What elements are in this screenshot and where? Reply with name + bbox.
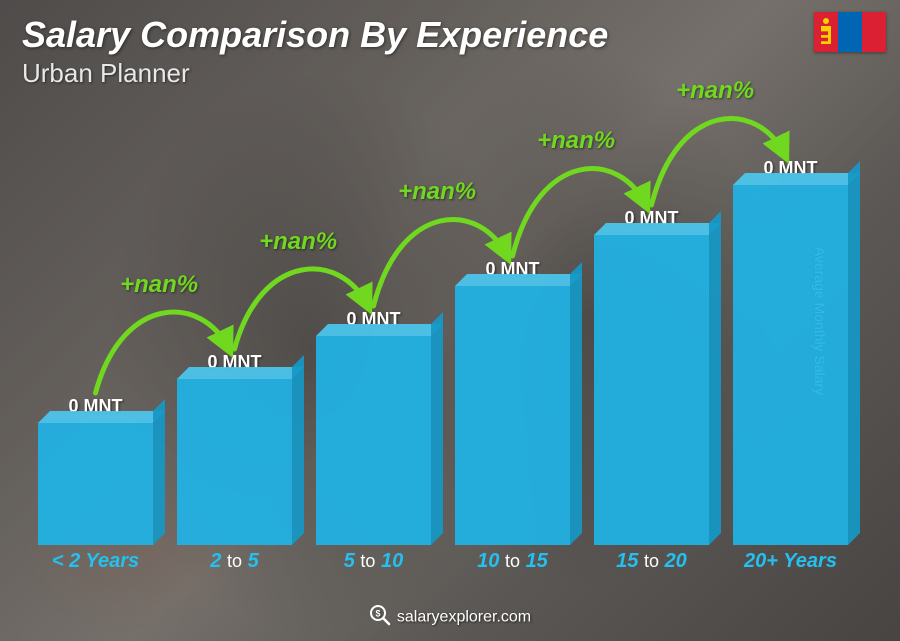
soyombo-icon <box>820 18 832 46</box>
bar-front-face <box>733 185 848 545</box>
bar-front-face <box>594 235 709 545</box>
bar-side-face <box>848 161 860 545</box>
flag-stripe-middle <box>838 12 862 52</box>
bar-front-face <box>177 379 292 545</box>
chart-plot-area: 0 MNT0 MNT0 MNT0 MNT0 MNT0 MNT < 2 Years… <box>38 90 848 573</box>
bar-side-face <box>709 211 721 545</box>
growth-arrow-label: +nan% <box>259 228 337 256</box>
bar-3d <box>316 336 431 545</box>
bar-top-face <box>316 324 443 336</box>
svg-text:$: $ <box>375 609 380 619</box>
bar-top-face <box>594 223 721 235</box>
country-flag-mongolia <box>814 12 886 52</box>
flag-stripe-right <box>862 12 886 52</box>
bar-column-5: 0 MNT <box>733 158 848 545</box>
bar-top-face <box>455 274 582 286</box>
bars-row: 0 MNT0 MNT0 MNT0 MNT0 MNT0 MNT <box>38 90 848 545</box>
x-category-label: 15 to 20 <box>594 550 709 573</box>
bar-side-face <box>570 262 582 545</box>
x-category-label: 5 to 10 <box>316 550 431 573</box>
bar-side-face <box>292 355 304 545</box>
bar-side-face <box>153 399 165 545</box>
bar-column-0: 0 MNT <box>38 396 153 545</box>
x-category-label: < 2 Years <box>38 550 153 573</box>
growth-arrow-label: +nan% <box>398 178 476 206</box>
bar-top-face <box>177 367 304 379</box>
x-category-label: 2 to 5 <box>177 550 292 573</box>
x-axis-categories: < 2 Years 2 to 5 5 to 10 10 to 15 15 to 20 20… <box>38 550 848 573</box>
footer-attribution: $ salaryexplorer.com <box>0 604 900 631</box>
bar-3d <box>733 185 848 545</box>
bar-front-face <box>455 286 570 545</box>
bar-front-face <box>316 336 431 545</box>
x-category-label: 10 to 15 <box>455 550 570 573</box>
bar-column-4: 0 MNT <box>594 208 709 545</box>
bar-column-1: 0 MNT <box>177 352 292 545</box>
bar-3d <box>594 235 709 545</box>
chart-title: Salary Comparison By Experience <box>22 14 608 56</box>
chart-subtitle: Urban Planner <box>22 58 190 89</box>
bar-column-2: 0 MNT <box>316 309 431 545</box>
bar-3d <box>455 286 570 545</box>
growth-arrow-label: +nan% <box>537 127 615 155</box>
growth-arrow-label: +nan% <box>676 77 754 105</box>
bar-side-face <box>431 312 443 545</box>
x-category-label: 20+ Years <box>733 550 848 573</box>
magnifier-dollar-icon: $ <box>369 604 391 631</box>
bar-front-face <box>38 423 153 545</box>
bar-3d <box>38 423 153 545</box>
chart-container: Salary Comparison By Experience Urban Pl… <box>0 0 900 641</box>
bar-top-face <box>38 411 165 423</box>
growth-arrow-label: +nan% <box>120 271 198 299</box>
bar-3d <box>177 379 292 545</box>
footer-text: salaryexplorer.com <box>397 609 531 626</box>
bar-top-face <box>733 173 860 185</box>
flag-stripe-left <box>814 12 838 52</box>
bar-column-3: 0 MNT <box>455 259 570 545</box>
